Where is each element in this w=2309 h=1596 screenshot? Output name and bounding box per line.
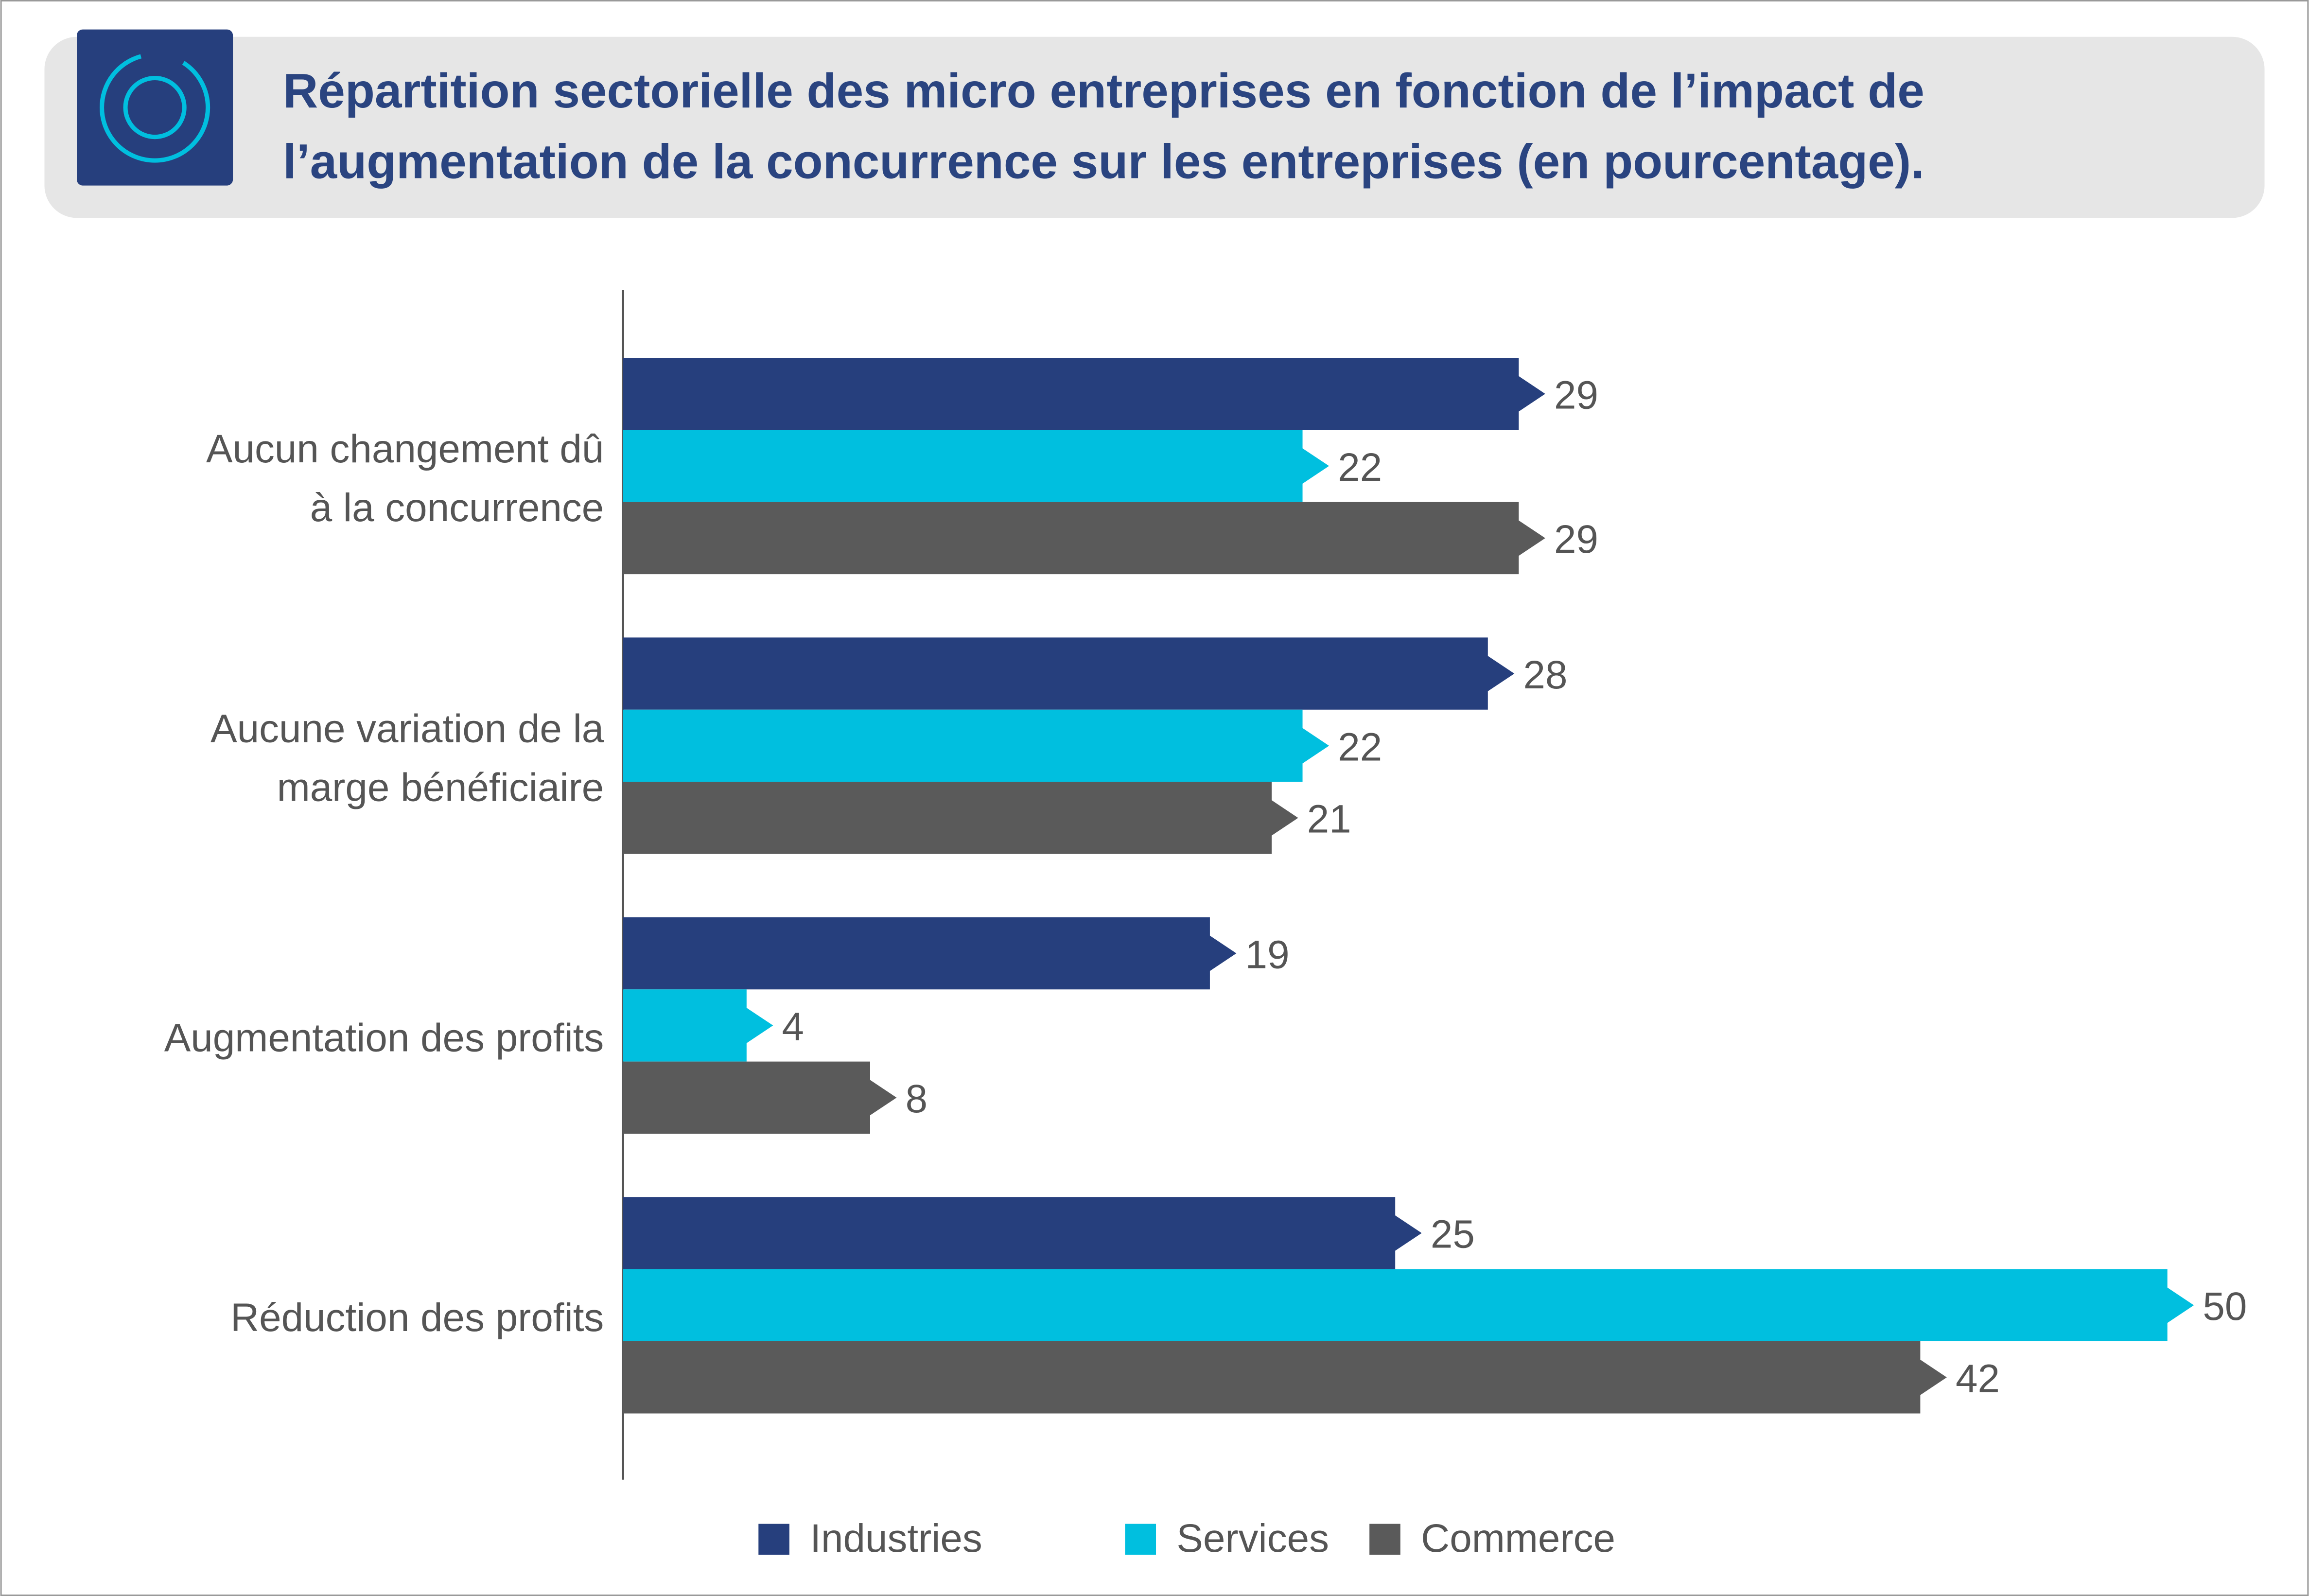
title-holder: Répartition sectorielle des micro entrep… [283, 63, 1924, 189]
value-label: 29 [1554, 517, 1598, 561]
category-holder: Augmentation des profits [164, 1015, 604, 1060]
category-label: Réduction des profits [230, 1295, 604, 1339]
category-label: Aucune variation de la marge bénéficiair… [210, 706, 604, 809]
bar [623, 502, 1545, 575]
value-label: 8 [906, 1077, 927, 1121]
title-box [44, 36, 2265, 218]
value-label: 29 [1554, 373, 1598, 417]
title-icon-ring [100, 52, 210, 163]
value-label: 42 [1956, 1357, 2000, 1401]
bar [623, 1061, 897, 1134]
category-holder: Aucun changement dû à la concurrence [206, 426, 604, 529]
bar [623, 709, 1329, 782]
bar [623, 782, 1298, 854]
bar [623, 357, 1545, 430]
bar [623, 430, 1329, 502]
value-label: 4 [782, 1005, 804, 1049]
category-holder: Réduction des profits [230, 1295, 604, 1339]
value-label: 28 [1523, 653, 1567, 697]
category-label: Augmentation des profits [164, 1015, 604, 1060]
value-label: 19 [1245, 932, 1290, 977]
value-label: 22 [1338, 725, 1382, 769]
legend-swatch [1125, 1524, 1156, 1555]
bar [623, 1197, 1422, 1269]
value-label: 25 [1431, 1212, 1475, 1257]
legend-label: Commerce [1421, 1516, 1615, 1561]
bar [623, 989, 773, 1062]
value-label: 21 [1307, 797, 1351, 842]
bar [623, 1269, 2194, 1342]
value-label: 50 [2203, 1284, 2247, 1329]
legend-label: Industries [810, 1516, 982, 1561]
legend-swatch [758, 1524, 789, 1555]
legend-label: Services [1176, 1516, 1329, 1561]
chart-title: Répartition sectorielle des micro entrep… [283, 63, 1924, 189]
value-label: 22 [1338, 445, 1382, 490]
bar [623, 637, 1515, 710]
legend-swatch [1369, 1524, 1400, 1555]
bar [623, 1341, 1947, 1414]
category-label: Aucun changement dû à la concurrence [206, 426, 604, 529]
title-icon-core [123, 75, 187, 140]
bar [623, 917, 1237, 990]
category-holder: Aucune variation de la marge bénéficiair… [210, 706, 604, 809]
